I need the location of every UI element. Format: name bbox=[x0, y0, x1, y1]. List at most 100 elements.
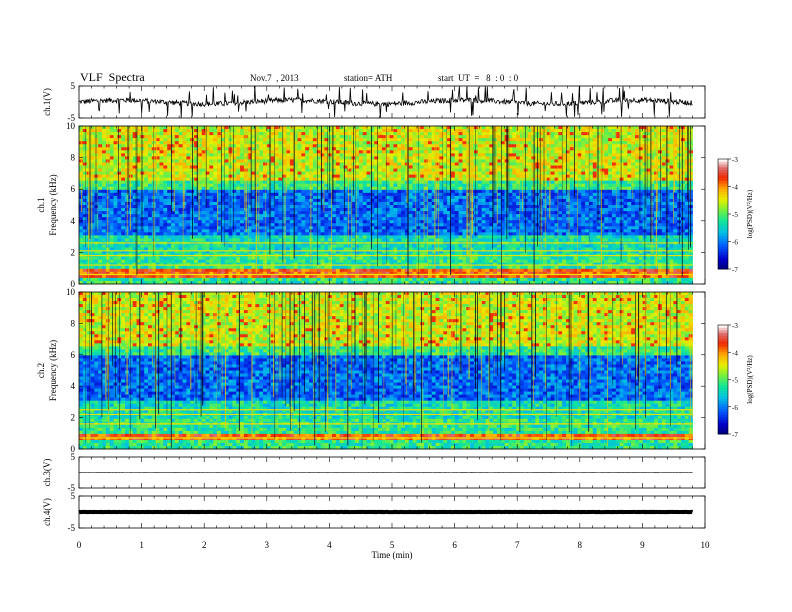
psd-cell bbox=[481, 195, 486, 200]
psd-cell bbox=[228, 189, 233, 194]
psd-cell bbox=[109, 141, 114, 145]
psd-cell bbox=[113, 165, 118, 169]
psd-cell bbox=[358, 217, 364, 221]
psd-cell bbox=[117, 159, 122, 163]
psd-cell bbox=[140, 153, 145, 157]
psd-cell bbox=[558, 162, 563, 166]
psd-cell bbox=[278, 168, 283, 172]
psd-cell bbox=[592, 132, 598, 136]
psd-cell bbox=[496, 132, 502, 136]
psd-cell bbox=[247, 159, 252, 163]
psd-cell bbox=[301, 171, 306, 176]
psd-cell bbox=[416, 165, 421, 169]
psd-cell bbox=[412, 183, 417, 188]
psd-cell bbox=[531, 165, 536, 169]
psd-cell bbox=[619, 186, 624, 191]
psd-cell bbox=[573, 132, 578, 136]
psd-cell bbox=[389, 211, 394, 215]
psd-cell bbox=[646, 129, 651, 133]
psd-cell bbox=[454, 189, 459, 194]
psd-cell bbox=[592, 150, 598, 154]
psd-cell bbox=[339, 156, 344, 160]
psd-cell bbox=[201, 177, 206, 182]
psd-cell bbox=[278, 211, 283, 215]
psd-cell bbox=[627, 138, 632, 142]
psd-cell bbox=[385, 174, 390, 179]
psd-cell bbox=[661, 195, 667, 200]
psd-cell bbox=[393, 180, 398, 185]
psd-cell bbox=[443, 138, 448, 142]
psd-cell bbox=[661, 156, 667, 160]
psd-cell bbox=[205, 183, 210, 188]
psd-cell bbox=[489, 156, 494, 160]
psd-cell bbox=[516, 159, 521, 163]
psd-cell bbox=[343, 150, 348, 154]
psd-cell bbox=[178, 144, 183, 148]
psd-cell bbox=[213, 211, 218, 215]
psd-cell bbox=[251, 147, 256, 151]
psd-cell bbox=[358, 159, 364, 163]
psd-cell bbox=[355, 192, 360, 197]
psd-cell bbox=[205, 162, 210, 166]
psd-cell bbox=[186, 138, 191, 142]
psd-cell bbox=[443, 147, 448, 151]
psd-cell bbox=[171, 162, 176, 166]
psd-cell bbox=[412, 205, 417, 209]
psd-cell bbox=[596, 141, 601, 145]
psd-cell bbox=[236, 208, 241, 212]
psd-cell bbox=[213, 165, 218, 169]
psd-cell bbox=[631, 156, 636, 160]
psd-cell bbox=[588, 208, 594, 212]
psd-cell bbox=[374, 150, 379, 154]
psd-cell bbox=[412, 180, 417, 185]
psd-cell bbox=[489, 186, 494, 191]
psd-cell bbox=[355, 195, 360, 200]
psd-cell bbox=[427, 141, 433, 145]
psd-cell bbox=[339, 171, 344, 176]
psd-cell bbox=[588, 138, 594, 142]
psd-cell bbox=[588, 135, 594, 139]
psd-cell bbox=[79, 168, 84, 172]
psd-cell bbox=[385, 159, 390, 163]
psd-cell bbox=[627, 174, 632, 179]
psd-cell bbox=[665, 129, 670, 133]
psd-cell bbox=[508, 180, 513, 185]
psd-cell bbox=[416, 159, 421, 163]
psd-cell bbox=[209, 198, 214, 203]
psd-cell bbox=[117, 168, 122, 172]
psd-cell bbox=[197, 186, 203, 191]
psd-cell bbox=[205, 135, 210, 139]
psd-cell bbox=[201, 156, 206, 160]
psd-cell bbox=[113, 138, 118, 142]
psd-cell bbox=[443, 211, 448, 215]
psd-cell bbox=[646, 186, 651, 191]
psd-cell bbox=[163, 201, 168, 206]
psd-cell bbox=[588, 144, 594, 148]
psd-cell bbox=[278, 156, 283, 160]
psd-cell bbox=[140, 162, 145, 166]
psd-cell bbox=[278, 174, 283, 179]
psd-cell bbox=[527, 214, 532, 218]
psd-cell bbox=[259, 186, 264, 191]
psd-cell bbox=[443, 208, 448, 212]
psd-cell bbox=[178, 201, 183, 206]
psd-cell bbox=[132, 189, 137, 194]
psd-cell bbox=[274, 195, 279, 200]
psd-cell bbox=[297, 153, 302, 157]
psd-cell bbox=[680, 135, 686, 139]
psd-cell bbox=[347, 162, 352, 166]
psd-cell bbox=[397, 186, 402, 191]
psd-cell bbox=[450, 141, 456, 145]
psd-cell bbox=[128, 159, 134, 163]
psd-cell bbox=[370, 147, 375, 151]
psd-cell bbox=[573, 129, 578, 133]
psd-cell bbox=[224, 192, 229, 197]
psd-cell bbox=[117, 205, 122, 209]
psd-cell bbox=[431, 138, 436, 142]
psd-cell bbox=[286, 156, 291, 160]
psd-cell bbox=[201, 144, 206, 148]
psd-cell bbox=[427, 205, 433, 209]
psd-cell bbox=[128, 168, 134, 172]
psd-cell bbox=[301, 186, 306, 191]
psd-cell bbox=[358, 129, 364, 133]
